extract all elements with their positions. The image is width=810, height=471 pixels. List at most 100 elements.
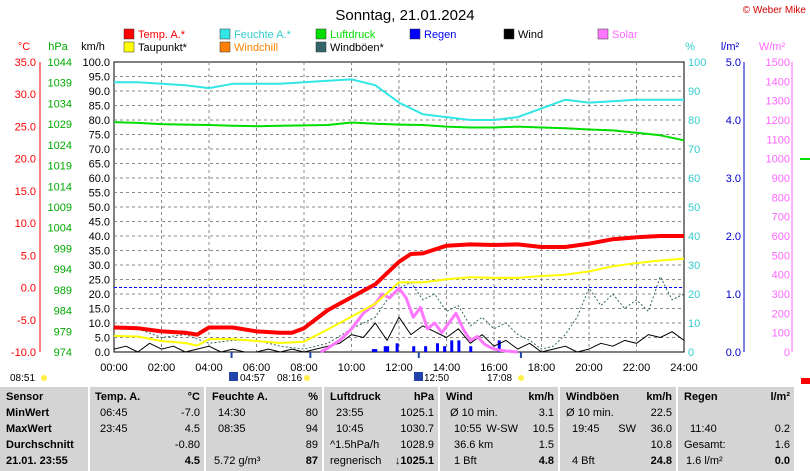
humidity-max-time: 08:35	[218, 423, 246, 435]
temp-tick: -10.0	[11, 347, 36, 359]
legend-swatch	[123, 28, 135, 40]
temp-tick: 25.0	[15, 121, 36, 133]
rain-tick: 0.0	[726, 347, 741, 359]
temp-tick: -5.0	[17, 315, 36, 327]
copyright: © Weber Mike	[743, 5, 807, 16]
solar-tick: 600	[772, 231, 790, 243]
x-tick-label: 00:00	[100, 362, 128, 374]
series-luftdruck	[113, 121, 685, 142]
pressure-tick: 999	[54, 243, 72, 255]
temp-tick: 0.0	[21, 283, 36, 295]
temp-unit: °C	[187, 391, 200, 403]
x-tick-label: 16:00	[480, 362, 508, 374]
humidity-tick: 70	[688, 144, 700, 156]
pressure-tick: 984	[54, 306, 72, 318]
wind-tick: 100.0	[82, 57, 110, 69]
humidity-unit: %	[685, 41, 695, 53]
wind-tick: 0.0	[95, 347, 110, 359]
sunset-icon	[518, 375, 524, 381]
wind-tick: 80.0	[89, 115, 110, 127]
wind-tick: 50.0	[89, 202, 110, 214]
humidity-min-time: 14:30	[218, 407, 246, 419]
x-tick-label: 04:00	[195, 362, 223, 374]
rain-unit: l/m²	[770, 391, 790, 403]
statistics-table: Sensor MinWert MaxWert Durchschnitt 21.0…	[0, 387, 810, 471]
series-taupunkt	[113, 257, 685, 347]
series-feuchte-a	[114, 78, 684, 121]
wind-max-dir: W-SW	[486, 423, 518, 435]
current-label: 21.01. 23:55	[6, 455, 68, 467]
wind-unit: km/h	[528, 391, 554, 403]
moonrise-time: 04:57	[240, 373, 265, 384]
wind-tick: 75.0	[89, 130, 110, 142]
humidity-unit: %	[308, 391, 318, 403]
rain-tick: 2.0	[726, 231, 741, 243]
wind-tick: 5.0	[95, 333, 110, 345]
rain-bar	[386, 346, 390, 352]
humidity-avg-value: 89	[305, 439, 318, 451]
pressure-tick: 1009	[48, 202, 72, 214]
pressure-header: Luftdruck	[330, 391, 381, 403]
wind-tick: 35.0	[89, 246, 110, 258]
rain-total-value: 1.6	[774, 439, 790, 451]
legend-label: Luftdruck	[330, 29, 376, 41]
gust-avg10-label: Ø 10 min.	[566, 407, 614, 419]
pressure-tick: 989	[54, 285, 72, 297]
wind-tick: 60.0	[89, 173, 110, 185]
date-time-label: 08:51	[10, 373, 35, 384]
temp-tick: 5.0	[21, 250, 36, 262]
solar-tick: 100	[772, 328, 790, 340]
noon-time: 12:50	[424, 373, 449, 384]
legend-swatch	[315, 41, 327, 53]
humidity-tick: 40	[688, 231, 700, 243]
rain-bar	[412, 346, 416, 352]
humidity-tick: 100	[688, 57, 706, 69]
rain-bar	[497, 340, 501, 352]
rain-tick: 1.0	[726, 289, 741, 301]
pressure-max-value: 1030.7	[400, 423, 434, 435]
series-wind	[113, 316, 685, 353]
wind-tick: 65.0	[89, 159, 110, 171]
sensor-header: Sensor	[6, 391, 44, 403]
pressure-tick: 1019	[48, 161, 72, 173]
temp-tick: 10.0	[15, 218, 36, 230]
wind-tick: 40.0	[89, 231, 110, 243]
wind-tick: 70.0	[89, 144, 110, 156]
rain-unit: l/m²	[721, 41, 740, 53]
rain-bar	[450, 340, 454, 352]
rain-total-label: Gesamt:	[684, 439, 726, 451]
pressure-avg-value: 1028.9	[400, 439, 434, 451]
gust-max-dir: SW	[618, 423, 636, 435]
legend-label: Solar	[612, 29, 638, 41]
temp-header: Temp. A.	[95, 391, 141, 403]
wind-tick: 20.0	[89, 289, 110, 301]
temp-tick: 30.0	[15, 89, 36, 101]
temp-max-value: 4.5	[184, 423, 200, 435]
humidity-tick: 20	[688, 289, 700, 301]
x-tick-label: 22:00	[623, 362, 651, 374]
pressure-unit: hPa	[413, 391, 434, 403]
humidity-min-value: 80	[305, 407, 318, 419]
humidity-tick: 90	[688, 86, 700, 98]
pressure-trend: ^1.5hPa/h	[330, 439, 380, 451]
avg-label: Durchschnitt	[6, 439, 74, 451]
temp-unit: °C	[18, 41, 30, 53]
pressure-tick: 1024	[48, 140, 72, 152]
temp-min-value: -7.0	[181, 407, 200, 419]
gust-header: Windböen	[566, 391, 620, 403]
wind-tick: 25.0	[89, 275, 110, 287]
sunset-time: 17:08	[487, 373, 512, 384]
rain-bar	[371, 349, 375, 352]
wind-tick: 45.0	[89, 217, 110, 229]
temp-tick: 20.0	[15, 154, 36, 166]
gust-max-time: 19:45	[572, 423, 600, 435]
pressure-min-time: 23:55	[336, 407, 364, 419]
pressure-current-value: ↓1025.1	[394, 455, 434, 467]
x-tick-label: 20:00	[575, 362, 603, 374]
humidity-tick: 50	[688, 202, 700, 214]
solar-tick: 1300	[766, 96, 790, 108]
legend-swatch	[597, 28, 609, 40]
solar-tick: 1500	[766, 57, 790, 69]
rain-bar	[395, 343, 399, 352]
max-label: MaxWert	[6, 423, 52, 435]
